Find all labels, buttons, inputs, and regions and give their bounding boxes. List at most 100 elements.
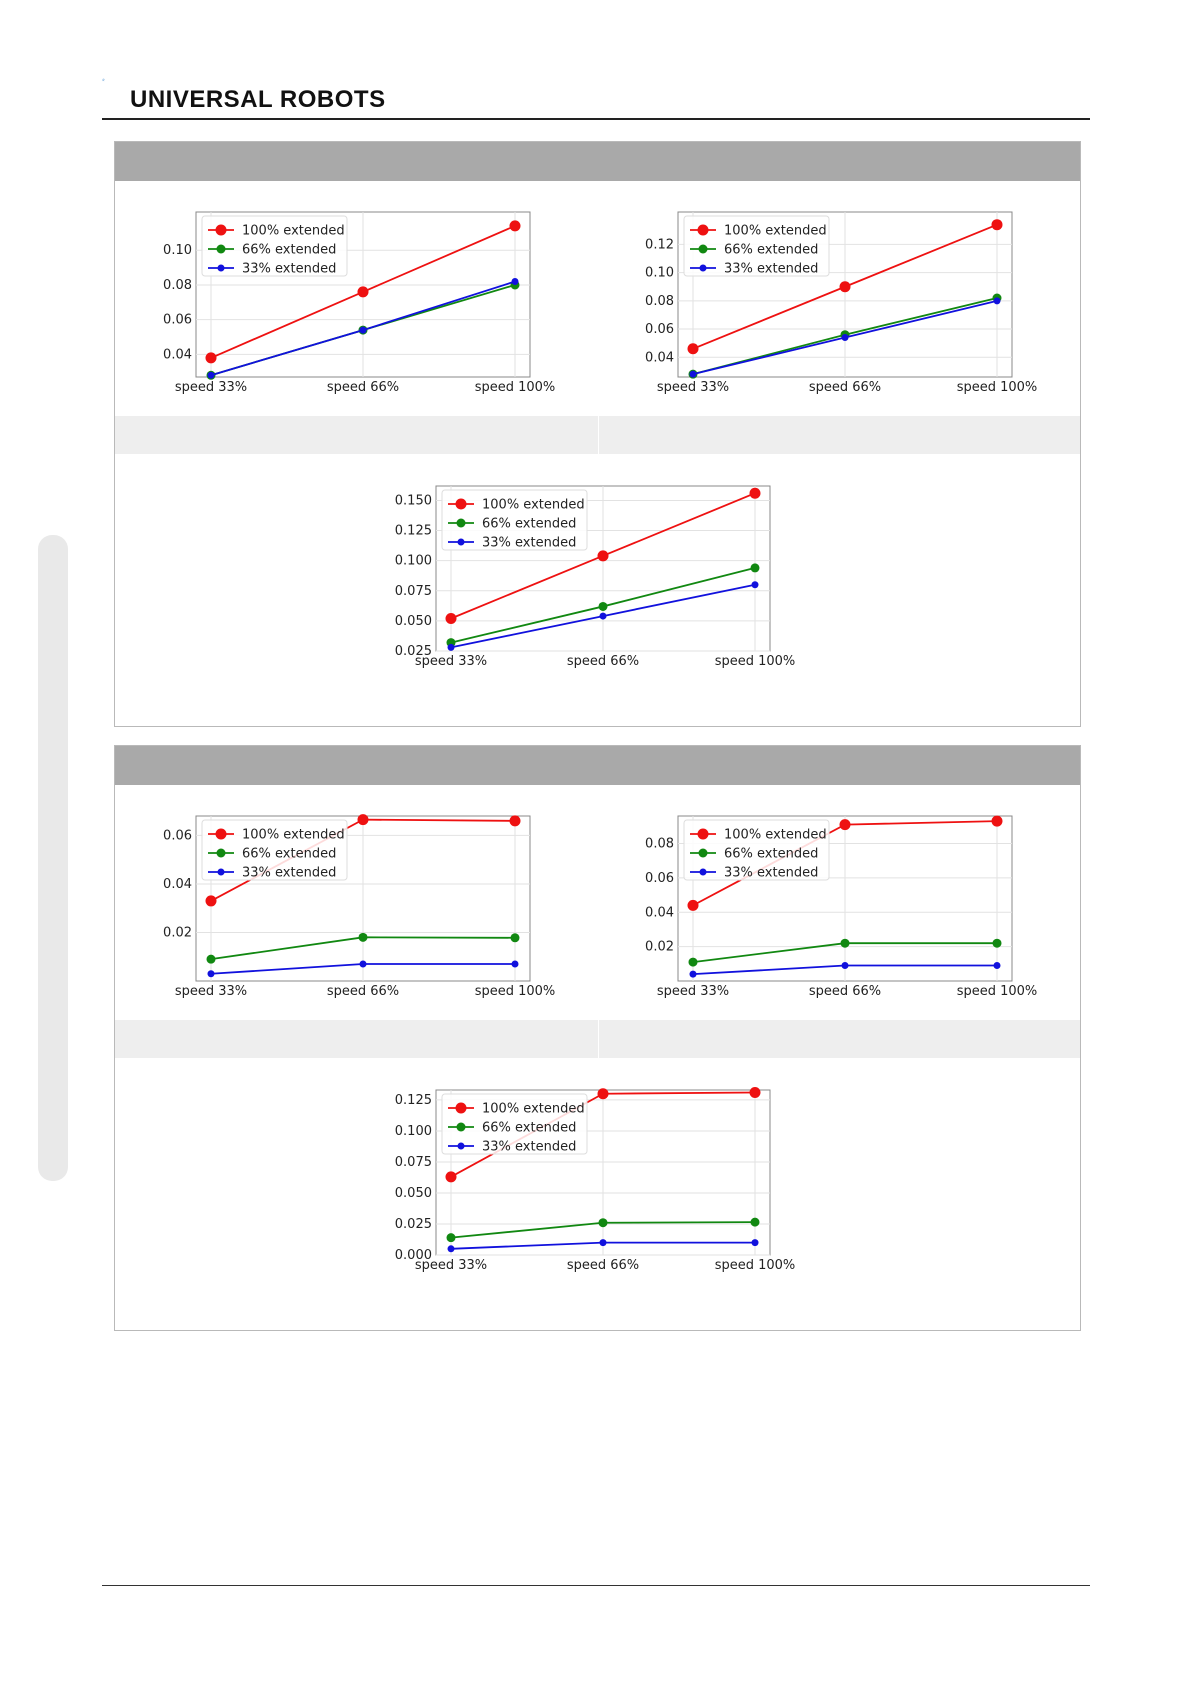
x-tick-label: speed 66% [567, 1258, 639, 1273]
x-tick-label: speed 100% [957, 380, 1038, 395]
chart-5: 0.02 0.04 0.06 0.08 speed 33% speed 66% speed … [645, 815, 1037, 999]
y-tick-label: 0.06 [645, 322, 674, 337]
data-point [687, 899, 699, 911]
legend: 100% extended 66% extended 33% extended [441, 489, 588, 551]
x-tick-label: speed 100% [475, 380, 556, 395]
legend-label: 33% extended [482, 1140, 576, 1155]
data-point [206, 954, 216, 964]
legend-swatch-marker [215, 224, 227, 236]
legend-label: 66% extended [482, 517, 576, 532]
x-tick-label: speed 33% [175, 380, 247, 395]
legend: 100% extended 66% extended 33% extended [683, 819, 830, 881]
data-point [447, 643, 455, 651]
legend-label: 66% extended [724, 243, 818, 258]
legend-label: 100% extended [482, 1102, 585, 1117]
legend-swatch-marker [217, 264, 225, 272]
chart-2: 0.04 0.06 0.08 0.10 0.12 speed 33% speed 66% sp… [645, 211, 1038, 395]
data-point [751, 581, 759, 589]
panel-header [115, 746, 1080, 785]
data-point [445, 612, 457, 624]
legend-swatch-marker [699, 264, 707, 272]
data-point [841, 962, 849, 970]
legend-swatch-marker [216, 244, 226, 254]
x-tick-label: speed 33% [415, 654, 487, 669]
data-point [991, 815, 1003, 827]
data-point [839, 819, 851, 831]
data-point [597, 550, 609, 562]
panel-header [115, 142, 1080, 181]
legend-label: 100% extended [242, 224, 345, 239]
data-point [598, 1218, 608, 1228]
data-point [205, 352, 217, 364]
data-point [599, 1239, 607, 1247]
chart-1: 0.04 0.06 0.08 0.10 speed 33% speed 66% speed … [163, 211, 556, 395]
legend-swatch-marker [456, 518, 466, 528]
y-tick-label: 0.06 [645, 871, 674, 886]
data-point [359, 960, 367, 968]
y-tick-label: 0.02 [645, 940, 674, 955]
chart-3: 0.025 0.050 0.075 0.100 0.125 0.150 speed 33% s… [395, 485, 795, 669]
legend-swatch-marker [216, 848, 226, 858]
footer-divider [102, 1585, 1090, 1586]
y-tick-label: 0.075 [395, 1155, 432, 1170]
y-tick-label: 0.08 [163, 278, 192, 293]
data-point [207, 371, 215, 379]
y-tick-label: 0.04 [163, 347, 192, 362]
legend-label: 66% extended [242, 847, 336, 862]
y-tick-label: 0.10 [163, 243, 192, 258]
data-point [750, 1217, 760, 1227]
legend-label: 100% extended [242, 828, 345, 843]
legend-label: 66% extended [242, 243, 336, 258]
data-point [841, 334, 849, 342]
data-point [599, 612, 607, 620]
y-tick-label: 0.02 [163, 925, 192, 940]
data-point [205, 895, 217, 907]
data-point [358, 932, 368, 942]
legend-label: 100% extended [724, 224, 827, 239]
data-point [511, 277, 519, 285]
y-tick-label: 0.06 [163, 313, 192, 328]
legend-label: 33% extended [242, 262, 336, 277]
legend-box [441, 1093, 588, 1155]
legend-swatch-marker [698, 244, 708, 254]
data-point [509, 815, 521, 827]
y-tick-label: 0.150 [395, 493, 432, 508]
data-point [750, 563, 760, 573]
y-tick-label: 0.08 [645, 837, 674, 852]
y-tick-label: 0.04 [163, 877, 192, 892]
brand-name: UNIVERSAL ROBOTS [130, 86, 386, 113]
data-point [749, 1086, 761, 1098]
legend-label: 100% extended [724, 828, 827, 843]
y-tick-label: 0.075 [395, 584, 432, 599]
y-tick-label: 0.025 [395, 644, 432, 659]
legend-swatch-marker [697, 828, 709, 840]
data-point [511, 960, 519, 968]
legend: 100% extended 66% extended 33% extended [683, 215, 830, 277]
legend-swatch-marker [455, 498, 467, 510]
y-tick-label: 0.100 [395, 554, 432, 569]
data-point [509, 220, 521, 232]
y-tick-label: 0.050 [395, 614, 432, 629]
data-point [689, 970, 697, 978]
data-point [751, 1239, 759, 1247]
data-point [445, 1171, 457, 1183]
y-tick-label: 0.050 [395, 1186, 432, 1201]
legend-box [683, 215, 830, 277]
y-tick-label: 0.125 [395, 524, 432, 539]
x-tick-label: speed 66% [809, 380, 881, 395]
x-tick-label: speed 66% [327, 984, 399, 999]
y-tick-label: 0.000 [395, 1248, 432, 1263]
y-tick-label: 0.04 [645, 905, 674, 920]
legend-label: 33% extended [482, 536, 576, 551]
y-tick-label: 0.04 [645, 350, 674, 365]
chart-4: 0.02 0.04 0.06 speed 33% speed 66% speed 100%… [163, 814, 555, 999]
legend-swatch-marker [456, 1122, 466, 1132]
legend: 100% extended 66% extended 33% extended [201, 819, 348, 881]
x-tick-label: speed 66% [567, 654, 639, 669]
x-tick-label: speed 33% [657, 984, 729, 999]
data-point [359, 326, 367, 334]
data-point [840, 938, 850, 948]
data-point [597, 1088, 609, 1100]
data-point [992, 938, 1002, 948]
legend-swatch-marker [455, 1102, 467, 1114]
